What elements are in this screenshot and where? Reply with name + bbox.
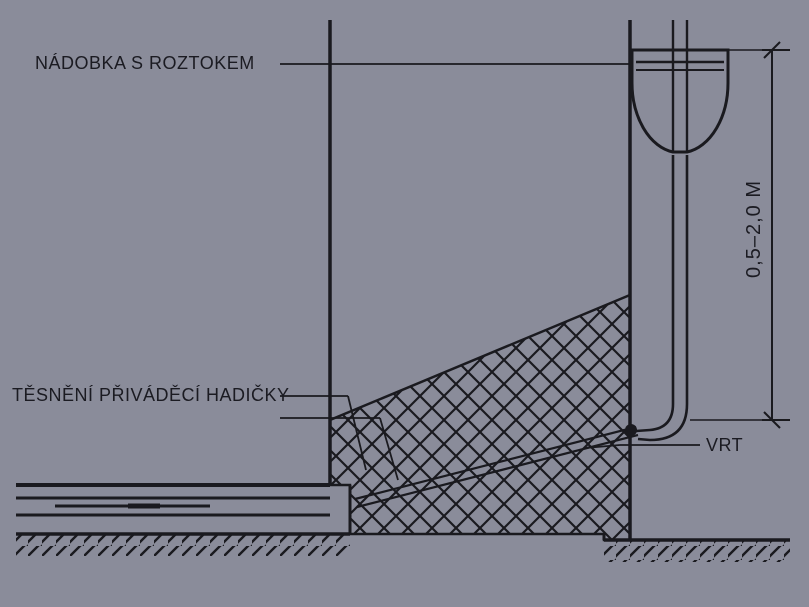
label-drill: VRT	[706, 435, 743, 456]
label-hose-seal: TĚSNĚNÍ PŘIVÁDĚCÍ HADIČKY	[12, 385, 290, 406]
label-dimension: 0,5–2,0 M	[743, 180, 766, 278]
ground-right-hatch	[604, 540, 790, 562]
hose-plug	[128, 504, 160, 509]
diagram-root: NÁDOBKA S ROZTOKEM TĚSNĚNÍ PŘIVÁDĚCÍ HAD…	[0, 0, 809, 607]
label-vessel: NÁDOBKA S ROZTOKEM	[35, 53, 255, 74]
diagram-svg	[0, 0, 809, 607]
feed-tube	[636, 155, 687, 440]
ground-left-hatch	[16, 534, 350, 556]
vessel	[632, 20, 728, 152]
